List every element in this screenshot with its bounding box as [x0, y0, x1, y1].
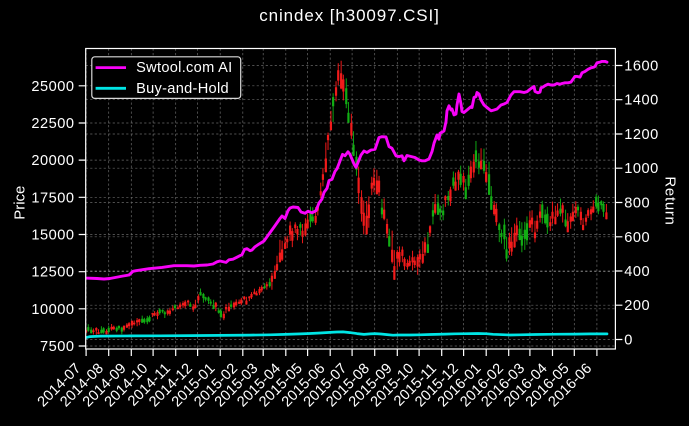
- svg-text:Buy-and-Hold: Buy-and-Hold: [136, 81, 229, 97]
- svg-text:200: 200: [624, 298, 650, 314]
- svg-text:12500: 12500: [31, 265, 74, 281]
- svg-text:800: 800: [624, 196, 650, 212]
- svg-text:25000: 25000: [31, 79, 74, 95]
- svg-text:1400: 1400: [624, 93, 658, 109]
- svg-text:10000: 10000: [31, 302, 74, 318]
- svg-text:400: 400: [624, 264, 650, 280]
- svg-text:22500: 22500: [31, 116, 74, 132]
- svg-text:cnindex [h30097.CSI]: cnindex [h30097.CSI]: [259, 6, 440, 25]
- svg-text:0: 0: [624, 333, 633, 349]
- svg-text:20000: 20000: [31, 153, 74, 169]
- svg-text:1200: 1200: [624, 127, 658, 143]
- svg-text:Price: Price: [12, 186, 29, 220]
- svg-text:1600: 1600: [624, 59, 658, 75]
- svg-text:Swtool.com AI: Swtool.com AI: [136, 60, 232, 76]
- svg-text:17500: 17500: [31, 190, 74, 206]
- svg-text:7500: 7500: [40, 339, 74, 355]
- svg-text:600: 600: [624, 230, 650, 246]
- svg-text:1000: 1000: [624, 161, 658, 177]
- svg-text:15000: 15000: [31, 228, 74, 244]
- svg-text:Return: Return: [662, 176, 679, 225]
